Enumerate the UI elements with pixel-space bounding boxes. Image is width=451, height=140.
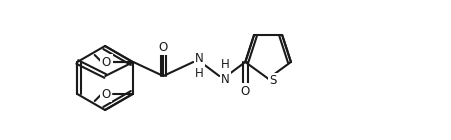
Text: S: S xyxy=(269,74,276,87)
Text: O: O xyxy=(158,40,167,53)
Text: N
H: N H xyxy=(194,52,203,80)
Text: H
N: H N xyxy=(221,58,229,86)
Text: O: O xyxy=(240,85,249,97)
Text: O: O xyxy=(101,55,110,68)
Text: O: O xyxy=(101,88,110,101)
Text: O: O xyxy=(102,55,111,68)
